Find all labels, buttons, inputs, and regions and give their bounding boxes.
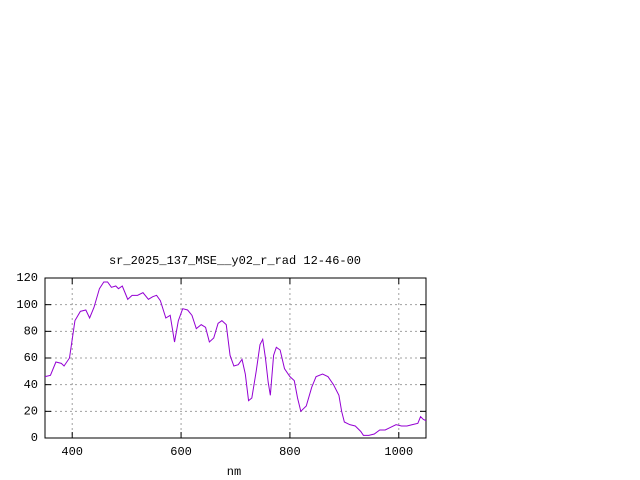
y-tick-label: 60 — [24, 351, 38, 365]
y-tick-label: 40 — [24, 378, 38, 392]
x-tick-label: 800 — [279, 445, 301, 459]
y-tick-label: 100 — [16, 298, 38, 312]
y-tick-label: 80 — [24, 325, 38, 339]
plot-frame — [44, 277, 427, 439]
x-tick-label: 1000 — [384, 445, 413, 459]
x-tick-label: 400 — [61, 445, 83, 459]
x-tick-label: 600 — [170, 445, 192, 459]
y-tick-label: 120 — [16, 271, 38, 285]
y-tick-label: 20 — [24, 405, 38, 419]
chart-title: sr_2025_137_MSE__y02_r_rad 12-46-00 — [109, 254, 361, 268]
x-axis-label: nm — [227, 465, 241, 479]
data-line — [44, 281, 427, 436]
y-tick-label: 0 — [31, 431, 38, 445]
